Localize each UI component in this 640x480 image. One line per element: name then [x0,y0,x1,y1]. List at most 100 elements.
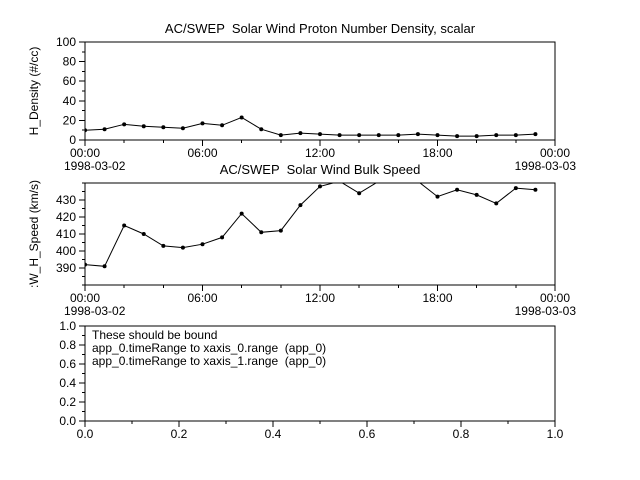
plot-1-x-date-right: 1998-03-03 [515,304,577,318]
plot-0-data-point [533,132,538,137]
plot-1-data-point [239,211,244,216]
plot-0-data-point [85,128,87,133]
plot-0-data-point [513,133,518,138]
plot-0-data-point [102,127,107,132]
plot-1-data-point [278,228,283,233]
plot-0-data-point [180,126,185,131]
plot-1-data-point [220,235,225,240]
plot-2-y-tick-label: 0.4 [59,376,76,390]
plot-0-data-point [474,134,479,139]
plot-0-y-tick-label: 20 [63,113,77,127]
plot-1-title: AC/SWEP Solar Wind Bulk Speed [220,162,421,177]
plot-1-y-axis-label: :W_H_Speed (km/s) [27,180,41,288]
plot-1-data-point [513,186,518,191]
plot-1-data-point [474,192,479,197]
plot-0-x-tick-label: 00:00 [540,146,570,160]
plot-0-series-line [85,116,536,137]
plot-1-data-point [357,191,362,196]
plot-2-annotation-line: app_0.timeRange to xaxis_0.range (app_0) [92,341,326,355]
plot-2-x-tick-label: 0.8 [453,427,470,441]
plot-0-data-point [435,133,440,138]
plot-1-data-point [416,183,419,184]
plot-0-y-tick-label: 60 [63,74,77,88]
plot-0-series [85,115,538,139]
plot-0-data-point [220,123,225,128]
plot-1-y-tick-label: 430 [56,193,76,207]
plot-0-data-point [122,122,127,127]
plot-1-data-point [533,187,538,192]
plot-1-x-tick-label: 00:00 [70,291,100,305]
plot-1-series-line [85,183,536,267]
plot-1-data-point [141,232,146,236]
plot-2-x-tick-label: 0.0 [77,427,94,441]
plot-1-x-tick-label: 18:00 [422,291,452,305]
plot-1-series [85,178,538,269]
plot-1-data-point [200,242,205,247]
plot-1-data-point [298,203,303,208]
plot-0-data-point [259,127,264,132]
plot-0-data-point [415,132,420,137]
plot-2-x-tick-label: 0.4 [265,427,282,441]
plot-1-data-point [161,243,166,248]
plot-1-x-tick-label: 00:00 [540,291,570,305]
plot-2-x-tick-label: 0.2 [171,427,188,441]
plot-0-data-point [337,133,342,138]
plot-0-x-tick-label: 00:00 [70,146,100,160]
plot-0-data-point [455,134,460,139]
plot-0-x-tick-label: 06:00 [187,146,217,160]
plot-1-data-point [259,230,264,235]
plot-2-annotation-line: These should be bound [92,328,217,342]
plot-1-y-tick-label: 400 [56,244,76,258]
plot-0-x-tick-label: 12:00 [305,146,335,160]
plot-0-data-point [298,131,303,136]
plot-0-data-point [396,133,401,138]
plot-2-x-tick-label: 0.6 [359,427,376,441]
plot-1-data-point [396,178,400,182]
plot-2-y-tick-label: 0.8 [59,338,76,352]
plot-1-data-point [180,245,185,250]
plot-0: AC/SWEP Solar Wind Proton Number Density… [27,21,576,173]
plot-1-data-point [122,223,127,228]
plot-0-data-point [239,115,244,120]
plot-0-y-axis-label: H_Density (#/cc) [27,47,41,136]
plot-1-data-point [338,183,341,184]
plot-1-data-point [377,183,380,184]
plot-0-y-tick-label: 0 [69,133,76,147]
plot-2-x-tick-label: 1.0 [547,427,564,441]
plot-0-data-point [278,133,283,138]
plot-0-title: AC/SWEP Solar Wind Proton Number Density… [165,21,476,36]
plot-1-data-point [494,201,499,206]
plot-1-data-point [85,262,87,267]
plot-1-x-tick-label: 06:00 [187,291,217,305]
plot-1-y-tick-label: 410 [56,227,76,241]
plot-0-data-point [318,132,322,137]
plot-1-data-point [455,187,460,192]
plot-0-y-tick-label: 80 [63,55,77,69]
plot-0-area[interactable] [84,41,556,141]
plot-1-data-point [102,264,107,269]
plot-1-y-tick-label: 420 [56,210,76,224]
plot-2-annotation-line: app_0.timeRange to xaxis_1.range (app_0) [92,354,326,368]
plot-0-y-tick-label: 40 [63,94,77,108]
plot-2-y-tick-label: 0.2 [59,395,76,409]
plot-1-y-tick-label: 390 [56,261,76,275]
plot-0-x-date-left: 1998-03-02 [64,159,126,173]
plot-1: AC/SWEP Solar Wind Bulk Speed :W_H_Speed … [27,162,576,318]
plot-0-y-tick-label: 100 [56,35,76,49]
plot-0-data-point [494,133,499,138]
plot-0-data-point [357,133,362,138]
plot-1-data-point [318,184,322,189]
plot-1-x-tick-label: 12:00 [305,291,335,305]
plot-2-y-tick-label: 1.0 [59,319,76,333]
plot-0-x-date-right: 1998-03-03 [515,159,577,173]
plot-2-y-tick-label: 0.0 [59,414,76,428]
plot-1-data-point [435,194,440,199]
plot-0-data-point [200,121,205,126]
plot-0-x-tick-label: 18:00 [422,146,452,160]
plot-0-data-point [376,133,381,138]
plot-0-data-point [141,124,146,129]
plot-2: 0.0 0.2 0.4 0.6 0.8 1.0 0.0 0.2 0.4 0.6 0.8 1.0 Thes… [59,319,563,441]
plot-0-data-point [161,125,166,130]
